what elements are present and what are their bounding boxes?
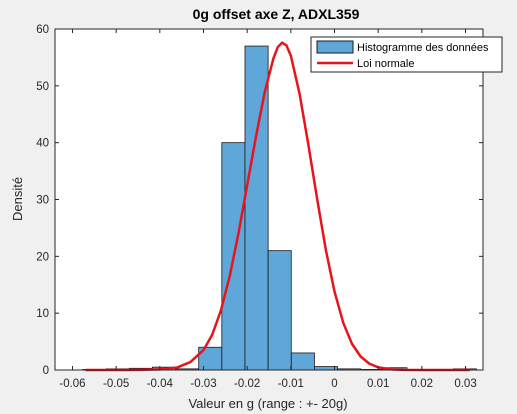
y-tick-label: 0	[43, 365, 49, 377]
y-axis-ticks: 0 10 20 30 40 50 60	[36, 24, 483, 377]
histogram-bars	[82, 45, 477, 371]
x-tick-label: -0.05	[103, 378, 129, 390]
legend-swatch-histogram	[316, 40, 354, 54]
x-tick-label: -0.04	[147, 378, 174, 390]
x-tick-label: 0.03	[454, 378, 476, 390]
x-tick-label: -0.06	[59, 378, 85, 390]
y-tick-label: 60	[36, 24, 49, 36]
y-axis-label: Densité	[10, 177, 25, 221]
histogram-bar-9	[290, 352, 315, 371]
x-tick-label: 0.02	[411, 378, 433, 390]
legend-label-histogram: Histogramme des données	[357, 42, 489, 54]
x-tick-label: -0.02	[234, 378, 260, 390]
normal-curve-line	[85, 41, 470, 372]
x-tick-label: 0.01	[367, 378, 389, 390]
legend-label-normal: Loi normale	[357, 58, 414, 70]
y-tick-label: 10	[36, 308, 49, 320]
normal-curve	[85, 41, 470, 372]
x-tick-label: -0.01	[278, 378, 304, 390]
y-tick-label: 50	[36, 81, 49, 93]
chart-title: 0g offset axe Z, ADXL359	[193, 6, 360, 22]
x-axis-label: Valeur en g (range : +- 20g)	[188, 396, 347, 411]
y-tick-label: 40	[36, 138, 49, 150]
y-tick-label: 30	[36, 195, 49, 207]
histogram-bar-8	[267, 250, 292, 371]
legend: Histogramme des données Loi normale	[310, 36, 503, 73]
y-tick-label: 20	[36, 251, 49, 263]
x-axis-ticks: -0.06 -0.05 -0.04 -0.03 -0.02 -0.01 0 0.01 0.02 0…	[59, 29, 477, 390]
x-tick-label: -0.03	[190, 378, 216, 390]
x-tick-label: 0	[331, 378, 337, 390]
